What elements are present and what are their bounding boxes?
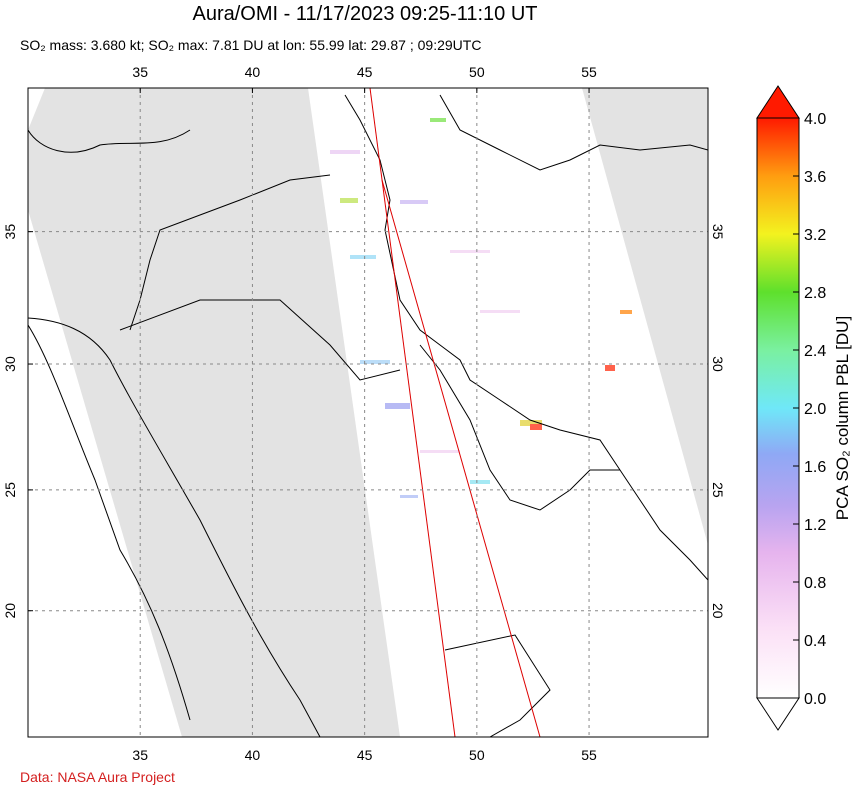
title: Aura/OMI - 11/17/2023 09:25-11:10 UT (192, 3, 537, 25)
lat-tick-label: 35 (710, 224, 726, 240)
coastlines (28, 94, 708, 737)
colorbar-tick-label: 4.0 (804, 111, 826, 128)
so2-pixels (330, 118, 632, 498)
colorbar-tick-label: 3.6 (804, 169, 826, 186)
lat-tick-label: 25 (2, 482, 18, 498)
colorbar-tick-label: 1.6 (804, 459, 826, 476)
colorbar-label: PCA SO₂ column PBL [DU] (833, 316, 852, 520)
lat-tick-label: 25 (710, 482, 726, 498)
lon-tick-label: 50 (469, 747, 485, 763)
grid (28, 88, 708, 737)
lon-tick-label: 35 (132, 747, 148, 763)
lon-tick-label: 45 (357, 64, 373, 80)
colorbar-ticks: 0.0 0.4 0.8 1.2 1.6 2.0 2.4 2.8 3.2 3.6 4.0 (793, 111, 826, 708)
lat-tick-label: 30 (2, 356, 18, 372)
colorbar-tick-label: 0.0 (804, 691, 826, 708)
credit: Data: NASA Aura Project (20, 769, 175, 785)
colorbar-tick-label: 0.8 (804, 575, 826, 592)
colorbar-tick-label: 2.4 (804, 343, 826, 360)
lon-tick-label: 55 (581, 64, 597, 80)
no-data-swath (582, 88, 708, 545)
colorbar-under (756, 697, 800, 731)
colorbar-tick-label: 0.4 (804, 633, 826, 650)
map (28, 88, 708, 737)
lat-tick-label: 30 (710, 356, 726, 372)
subtitle: SO₂ mass: 3.680 kt; SO₂ max: 7.81 DU at … (20, 37, 481, 53)
map-frame (27, 87, 709, 738)
colorbar-tick-label: 2.0 (804, 401, 826, 418)
lat-tick-label: 20 (710, 603, 726, 619)
lat-tick-label: 20 (2, 603, 18, 619)
lon-tick-label: 55 (581, 747, 597, 763)
colorbar-tick-label: 2.8 (804, 285, 826, 302)
colorbar (756, 117, 800, 699)
orbit-edge (369, 88, 456, 737)
lon-tick-label: 50 (469, 64, 485, 80)
axes: 35 35 40 40 45 45 50 50 55 55 20 20 25 25 30 30 35 35 (2, 64, 726, 763)
colorbar-tick-label: 1.2 (804, 517, 826, 534)
lon-tick-label: 35 (132, 64, 148, 80)
lon-tick-label: 40 (245, 747, 261, 763)
colorbar-tick-label: 3.2 (804, 227, 826, 244)
colorbar-over (756, 85, 800, 119)
lat-tick-label: 35 (2, 224, 18, 240)
orbit-edge (381, 179, 541, 737)
lon-tick-label: 45 (357, 747, 373, 763)
lon-tick-label: 40 (245, 64, 261, 80)
no-data-swath (28, 88, 400, 737)
